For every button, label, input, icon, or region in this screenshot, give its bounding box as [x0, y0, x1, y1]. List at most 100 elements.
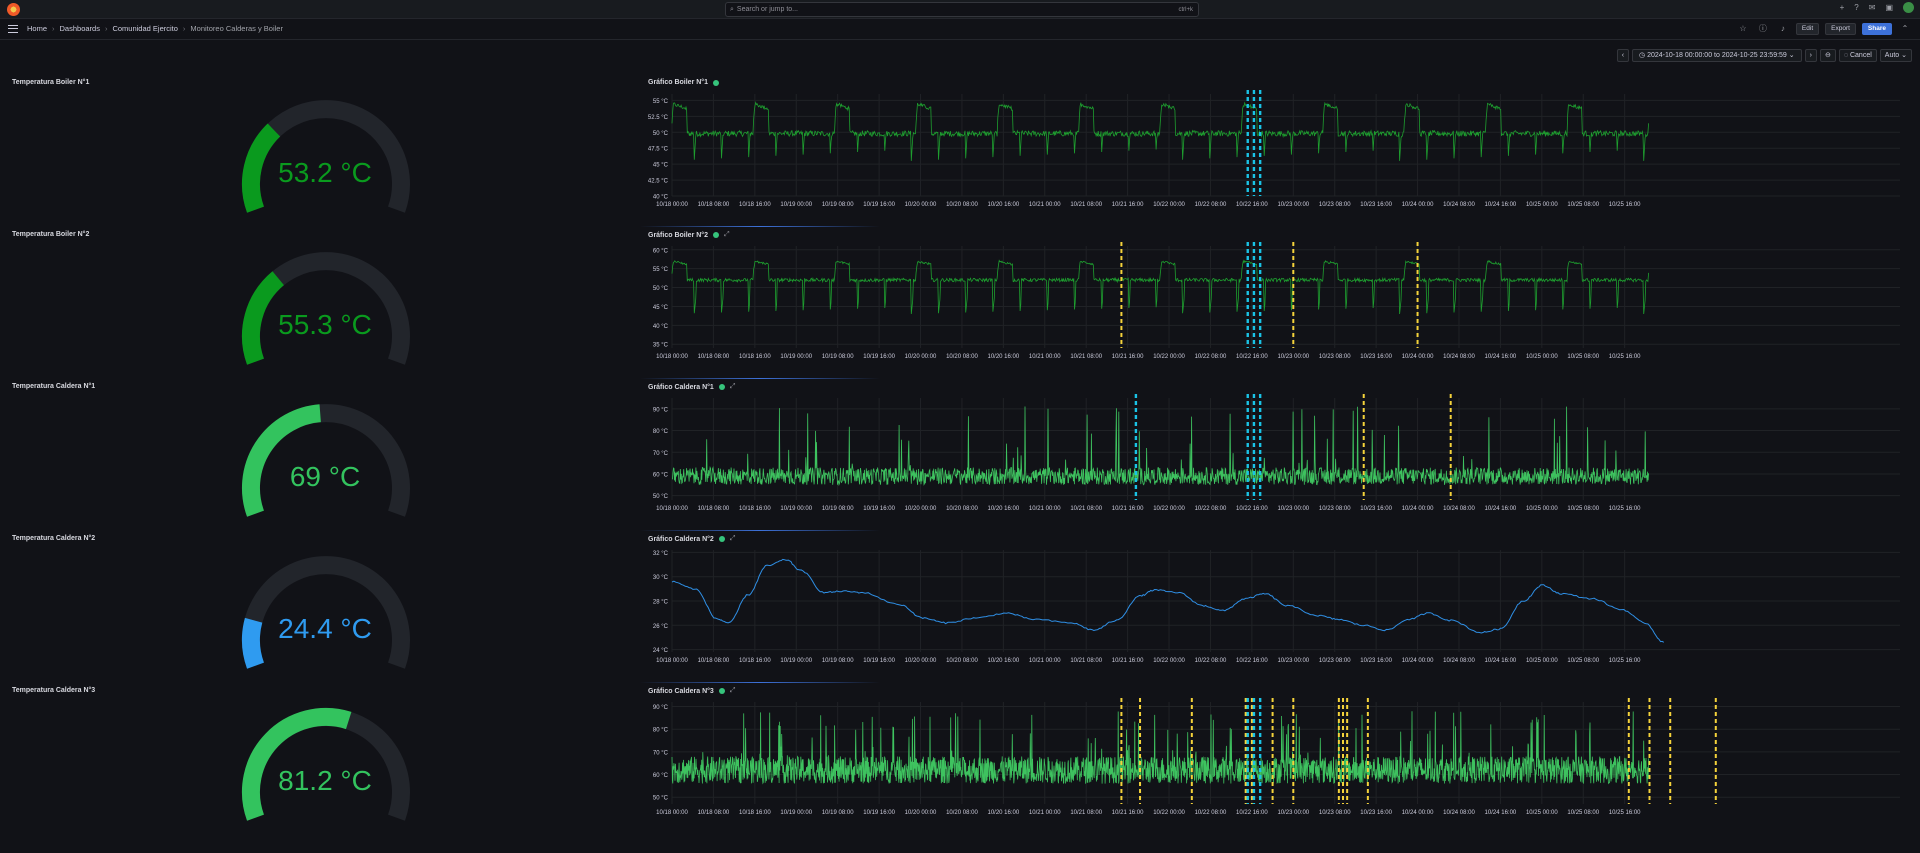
link-icon[interactable]: ⤢: [729, 687, 736, 694]
x-tick-label: 10/22 00:00: [1153, 202, 1185, 208]
x-tick-label: 10/21 00:00: [1029, 506, 1061, 512]
share-button[interactable]: Share: [1861, 23, 1892, 35]
x-tick-label: 10/20 08:00: [946, 810, 978, 816]
panel-title[interactable]: Temperatura Boiler N°2: [12, 231, 90, 238]
x-tick-label: 10/22 08:00: [1195, 658, 1227, 664]
x-tick-label: 10/22 16:00: [1236, 658, 1268, 664]
search-placeholder: Search or jump to...: [736, 6, 799, 13]
time-series-chart[interactable]: 90 °C 80 °C 70 °C 60 °C 50 °C 10/18 00:00 10/1…: [640, 392, 1910, 524]
y-tick-label: 90 °C: [653, 407, 669, 413]
time-back-icon[interactable]: ‹: [1616, 49, 1630, 62]
x-tick-label: 10/24 08:00: [1443, 202, 1475, 208]
info-icon[interactable]: ⓘ: [1758, 24, 1767, 33]
x-tick-label: 10/25 16:00: [1609, 506, 1641, 512]
gauge-value: 81.2 °C: [278, 765, 372, 796]
x-tick-label: 10/24 08:00: [1443, 354, 1475, 360]
edit-button[interactable]: Edit: [1795, 23, 1820, 35]
x-tick-label: 10/25 16:00: [1609, 354, 1641, 360]
x-tick-label: 10/19 08:00: [822, 658, 854, 664]
chart-title-text[interactable]: Gráfico Boiler N°1: [648, 79, 708, 86]
x-tick-label: 10/21 08:00: [1070, 354, 1102, 360]
user-avatar[interactable]: [1903, 2, 1914, 13]
x-tick-label: 10/24 08:00: [1443, 506, 1475, 512]
y-tick-label: 55 °C: [653, 267, 669, 273]
refresh-interval-select[interactable]: Auto ⌄: [1879, 49, 1912, 62]
y-tick-label: 90 °C: [653, 705, 669, 711]
x-tick-label: 10/22 00:00: [1153, 506, 1185, 512]
chevron-right-icon: ›: [104, 24, 108, 33]
new-button[interactable]: +: [1839, 3, 1845, 12]
collapse-icon[interactable]: ⌃: [1901, 24, 1909, 33]
panel-title[interactable]: Temperatura Boiler N°1: [12, 79, 90, 86]
zoom-out-icon[interactable]: ⊖: [1820, 49, 1836, 62]
chart-title: Gráfico Boiler N°1: [648, 79, 719, 86]
x-tick-label: 10/25 16:00: [1609, 202, 1641, 208]
search-input[interactable]: ⌕ Search or jump to... ctrl+k: [725, 2, 1199, 17]
x-tick-label: 10/22 16:00: [1236, 810, 1268, 816]
x-tick-label: 10/19 08:00: [822, 810, 854, 816]
x-tick-label: 10/18 16:00: [739, 506, 771, 512]
x-tick-label: 10/23 16:00: [1360, 810, 1392, 816]
chart-panel: Gráfico Caldera N°1 ⤢ 90 °C 80 °C 70 °C 60 °C…: [640, 378, 1920, 531]
news-icon[interactable]: ✉: [1868, 3, 1876, 12]
y-tick-label: 26 °C: [653, 624, 669, 630]
top-right-actions: + ? ✉ ▣: [1840, 2, 1914, 13]
x-tick-label: 10/24 16:00: [1485, 658, 1517, 664]
x-tick-label: 10/21 08:00: [1070, 506, 1102, 512]
panel-title[interactable]: Temperatura Caldera N°3: [12, 687, 96, 694]
x-tick-label: 10/19 08:00: [822, 506, 854, 512]
health-icon: [718, 536, 725, 542]
star-icon[interactable]: ☆: [1739, 24, 1747, 33]
x-tick-label: 10/19 00:00: [780, 202, 812, 208]
y-tick-label: 80 °C: [653, 728, 669, 734]
grafana-logo-icon[interactable]: [7, 3, 20, 16]
time-series-chart[interactable]: 55 °C 52.5 °C 50 °C 47.5 °C 45 °C 42.5 °C 40 °…: [640, 88, 1910, 220]
y-tick-label: 28 °C: [653, 600, 669, 606]
breadcrumb-dashboards[interactable]: Dashboards: [59, 24, 100, 33]
panel-title[interactable]: Temperatura Caldera N°1: [12, 383, 96, 390]
y-tick-label: 50 °C: [653, 494, 669, 500]
chart-title-text[interactable]: Gráfico Caldera N°3: [648, 687, 714, 695]
x-tick-label: 10/18 08:00: [698, 810, 730, 816]
x-tick-label: 10/21 00:00: [1029, 810, 1061, 816]
link-icon[interactable]: ⤢: [723, 231, 730, 238]
x-tick-label: 10/25 00:00: [1526, 810, 1558, 816]
y-tick-label: 60 °C: [653, 773, 669, 779]
cancel-refresh-button[interactable]: ◌ Cancel: [1838, 49, 1877, 62]
breadcrumb-folder[interactable]: Comunidad Ejercito: [112, 24, 178, 33]
time-forward-icon[interactable]: ›: [1804, 49, 1817, 62]
chart-title-text[interactable]: Gráfico Caldera N°1: [648, 383, 714, 391]
x-tick-label: 10/25 08:00: [1567, 810, 1599, 816]
y-tick-label: 45 °C: [653, 163, 669, 169]
gauge-panel: Temperatura Boiler N°2 55.3 °C: [0, 226, 640, 378]
chart-title-text[interactable]: Gráfico Boiler N°2: [648, 231, 708, 239]
breadcrumb-home[interactable]: Home: [27, 24, 48, 33]
gauge-fill: [241, 707, 352, 821]
x-tick-label: 10/20 08:00: [946, 658, 978, 664]
breadcrumb-current: Monitoreo Calderas y Boiler: [190, 24, 283, 33]
time-series-chart[interactable]: 60 °C 55 °C 50 °C 45 °C 40 °C 35 °C 10/18 00:0…: [640, 240, 1910, 372]
menu-icon[interactable]: [8, 25, 18, 33]
link-icon[interactable]: ⤢: [729, 535, 736, 542]
x-tick-label: 10/19 00:00: [780, 354, 812, 360]
panel-title[interactable]: Temperatura Caldera N°2: [12, 535, 96, 542]
y-tick-label: 35 °C: [653, 343, 669, 349]
x-tick-label: 10/23 16:00: [1360, 354, 1392, 360]
x-tick-label: 10/19 16:00: [863, 354, 895, 360]
dock-icon[interactable]: ▣: [1885, 3, 1893, 12]
time-series-chart[interactable]: 32 °C 30 °C 28 °C 26 °C 24 °C 10/18 00:00 10/1…: [640, 544, 1910, 676]
help-icon[interactable]: ?: [1854, 3, 1859, 12]
export-button[interactable]: Export: [1825, 23, 1856, 35]
time-range-picker[interactable]: ◷ 2024-10-18 00:00:00 to 2024-10-25 23:5…: [1632, 49, 1802, 62]
breadcrumb: Home › Dashboards › Comunidad Ejercito ›…: [27, 24, 283, 33]
series-line: [671, 101, 1649, 161]
chart-title: Gráfico Caldera N°2 ⤢: [648, 535, 735, 543]
chart-title-text[interactable]: Gráfico Caldera N°2: [648, 535, 714, 543]
x-tick-label: 10/23 08:00: [1319, 810, 1351, 816]
time-series-chart[interactable]: 90 °C 80 °C 70 °C 60 °C 50 °C 10/18 00:00 10/1…: [640, 696, 1910, 828]
x-tick-label: 10/20 16:00: [988, 202, 1020, 208]
refresh-label: Auto: [1884, 52, 1900, 59]
bell-icon[interactable]: ♪: [1780, 24, 1785, 33]
search-shortcut: ctrl+k: [1178, 6, 1193, 13]
link-icon[interactable]: ⤢: [729, 383, 736, 390]
